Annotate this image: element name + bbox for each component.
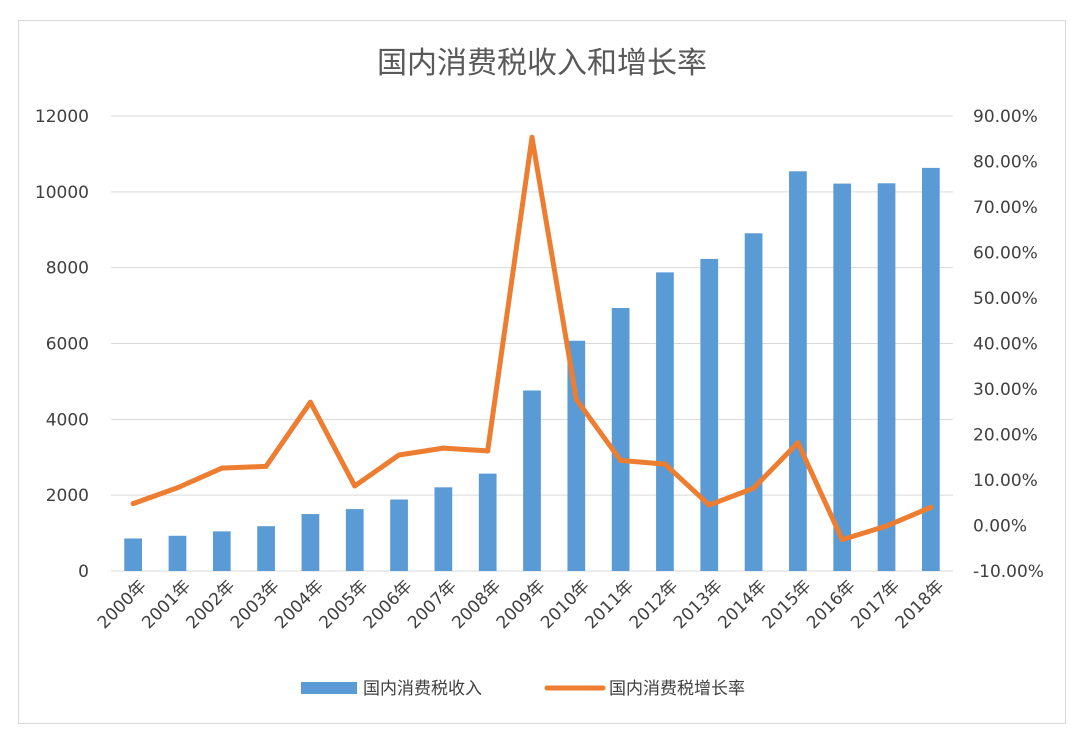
bar: [833, 183, 852, 572]
bar: [257, 526, 275, 571]
line-point: [662, 461, 668, 467]
bar: [921, 167, 940, 571]
bar-series: [124, 167, 940, 572]
bar: [523, 390, 541, 571]
right-tick-label: -10.00%: [973, 562, 1044, 582]
x-tick-label: 2008年: [448, 576, 505, 633]
line-series: [130, 134, 934, 543]
right-axis-ticks: -10.00% 0.00% 10.00% 20.00% 30.00% 40.00% 50.0…: [973, 107, 1044, 582]
right-tick-label: 90.00%: [973, 107, 1038, 127]
chart: 国内消费税收入和增长率 020004000600080001000012000 …: [35, 46, 1044, 699]
bar: [301, 514, 320, 571]
bar: [789, 171, 807, 571]
left-tick-label: 6000: [46, 335, 89, 355]
right-tick-label: 20.00%: [973, 426, 1038, 446]
bar: [434, 487, 453, 571]
bar: [212, 531, 231, 571]
line-point: [928, 504, 934, 510]
legend-label-bar: 国内消费税收入: [363, 679, 482, 699]
bar: [478, 473, 497, 571]
line-point: [706, 502, 712, 508]
line-point: [440, 445, 446, 451]
x-tick-label: 2006年: [360, 576, 417, 633]
chart-title: 国内消费税收入和增长率: [377, 46, 707, 81]
bar: [390, 499, 408, 571]
line-point: [396, 452, 402, 458]
x-tick-label: 2009年: [493, 576, 550, 633]
x-tick-label: 2000年: [94, 576, 151, 633]
bar: [567, 340, 586, 571]
line-point: [839, 537, 845, 543]
line-point: [751, 485, 757, 491]
x-tick-label: 2017年: [847, 576, 904, 633]
line-point: [352, 483, 358, 489]
x-tick-label: 2014年: [714, 576, 771, 633]
left-tick-label: 0: [78, 562, 89, 582]
bar: [877, 183, 896, 572]
right-tick-label: 0.00%: [973, 517, 1027, 537]
left-tick-label: 2000: [46, 486, 89, 506]
left-tick-label: 8000: [46, 259, 89, 279]
line-point: [795, 440, 801, 446]
left-tick-label: 10000: [35, 183, 89, 203]
legend-label-line: 国内消费税增长率: [609, 679, 745, 699]
right-tick-label: 40.00%: [973, 335, 1038, 355]
right-tick-label: 80.00%: [973, 153, 1038, 173]
x-tick-label: 2015年: [759, 576, 816, 633]
right-tick-label: 70.00%: [973, 198, 1038, 218]
right-tick-label: 60.00%: [973, 244, 1038, 264]
x-tick-label: 2005年: [316, 576, 373, 633]
bar: [611, 308, 630, 571]
chart-frame: 国内消费税收入和增长率 0 2000 4000 6000 8000 10000 12000 …: [18, 20, 1066, 724]
line-point: [485, 448, 491, 454]
line-point: [573, 396, 579, 402]
x-tick-label: 2003年: [227, 576, 284, 633]
line-point: [529, 134, 535, 140]
right-tick-label: 10.00%: [973, 471, 1038, 491]
bar: [744, 233, 763, 571]
bar: [124, 538, 143, 571]
x-tick-label: 2001年: [138, 576, 195, 633]
line-point: [618, 457, 624, 463]
right-tick-label: 50.00%: [973, 289, 1038, 309]
line-point: [263, 463, 269, 469]
line-point: [219, 465, 225, 471]
bar: [168, 535, 187, 571]
x-tick-label: 2016年: [803, 576, 860, 633]
right-tick-label: 30.00%: [973, 380, 1038, 400]
bar: [345, 509, 364, 571]
x-axis-ticks: 2000年2001年2002年2003年2004年2005年2006年2007年…: [94, 576, 948, 633]
x-tick-label: 2012年: [626, 576, 683, 633]
left-tick-label: 4000: [46, 410, 89, 430]
x-tick-label: 2011年: [581, 576, 638, 633]
bar: [656, 272, 674, 571]
left-axis-ticks: 0 2000 4000 6000 8000 10000 12000: [35, 107, 89, 582]
x-tick-label: 2010年: [537, 576, 594, 633]
x-tick-label: 2018年: [892, 576, 949, 633]
legend-swatch-bar: [301, 682, 357, 694]
bar: [700, 258, 719, 571]
x-tick-label: 2002年: [183, 576, 240, 633]
line-point: [884, 523, 890, 529]
x-tick-label: 2004年: [271, 576, 328, 633]
x-tick-label: 2007年: [404, 576, 461, 633]
legend: 国内消费税收入 国内消费税增长率: [301, 679, 745, 699]
line-point: [130, 501, 136, 507]
left-tick-label: 12000: [35, 107, 89, 127]
line-point: [307, 399, 313, 405]
x-tick-label: 2013年: [670, 576, 727, 633]
line-point: [174, 485, 180, 491]
